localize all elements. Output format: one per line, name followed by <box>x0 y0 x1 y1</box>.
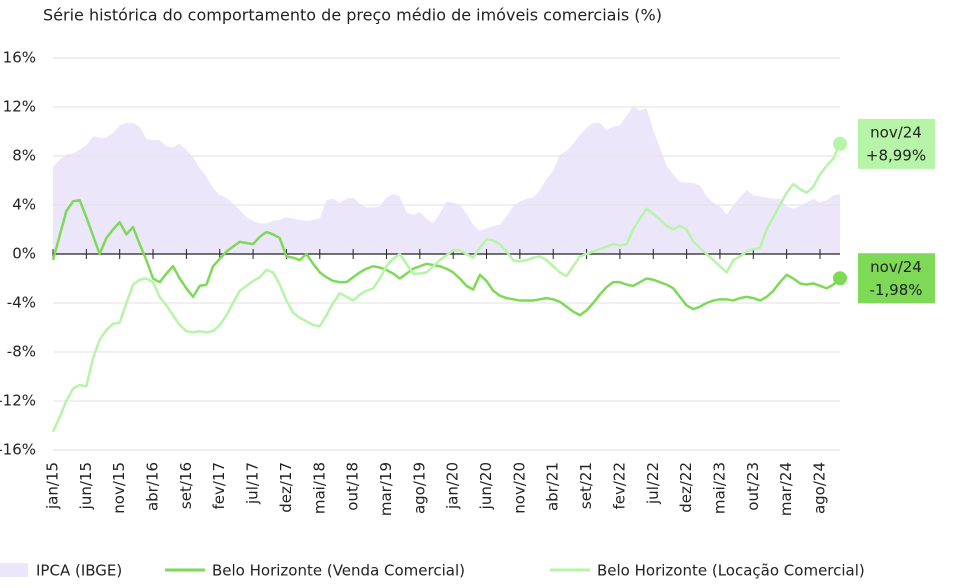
line <box>51 198 841 317</box>
x-tick-label: nov/20 <box>510 462 528 514</box>
x-tick-label: dez/17 <box>277 462 295 513</box>
x-tick-label: ago/24 <box>810 462 828 514</box>
x-tick-label: jul/17 <box>244 462 262 505</box>
area <box>53 105 840 255</box>
end-label-box <box>858 118 935 169</box>
y-tick-label: 0% <box>12 245 36 263</box>
end-label-value: +8,99% <box>866 146 926 164</box>
end-label-value: -1,98% <box>869 281 922 299</box>
x-tick-label: fev/17 <box>210 462 228 510</box>
x-tick-label: jul/22 <box>644 462 662 505</box>
legend-label: IPCA (IBGE) <box>36 562 122 580</box>
end-label-date: nov/24 <box>870 258 922 276</box>
x-tick-label: ago/19 <box>410 462 428 514</box>
x-tick-label: set/16 <box>177 462 195 509</box>
y-tick-label: -12% <box>0 392 36 410</box>
x-tick-label: dez/22 <box>677 462 695 513</box>
y-tick-label: 4% <box>12 196 36 214</box>
end-label-box <box>858 253 935 304</box>
x-tick-label: out/18 <box>344 462 362 511</box>
x-tick-label: abr/21 <box>544 462 562 511</box>
x-tick-label: jun/15 <box>77 462 95 510</box>
y-tick-label: -4% <box>7 294 36 312</box>
y-tick-label: -16% <box>0 441 36 459</box>
x-tick-label: fev/22 <box>610 462 628 510</box>
end-dot <box>833 271 847 286</box>
y-tick-label: -8% <box>7 343 36 361</box>
y-tick-label: 16% <box>3 49 36 67</box>
legend-label: Belo Horizonte (Venda Comercial) <box>212 562 465 580</box>
y-tick-label: 12% <box>3 98 36 116</box>
x-tick-label: jun/20 <box>477 462 495 510</box>
y-tick-label: 8% <box>12 147 36 165</box>
x-tick-label: mai/23 <box>710 462 728 514</box>
x-tick-label: set/21 <box>577 462 595 509</box>
line <box>51 143 842 433</box>
end-dot <box>833 136 847 151</box>
x-tick-label: abr/16 <box>144 462 162 511</box>
legend-swatch <box>0 563 28 577</box>
x-tick-label: mar/24 <box>777 462 795 516</box>
x-tick-label: jan/15 <box>44 462 62 510</box>
x-tick-label: mar/19 <box>377 462 395 516</box>
x-tick-label: nov/15 <box>110 462 128 514</box>
end-label-date: nov/24 <box>870 123 922 141</box>
chart-title: Série histórica do comportamento de preç… <box>43 6 662 25</box>
x-tick-label: jan/20 <box>444 462 462 510</box>
legend-label: Belo Horizonte (Locação Comercial) <box>597 562 865 580</box>
x-tick-label: mai/18 <box>310 462 328 514</box>
x-tick-label: out/23 <box>744 462 762 511</box>
